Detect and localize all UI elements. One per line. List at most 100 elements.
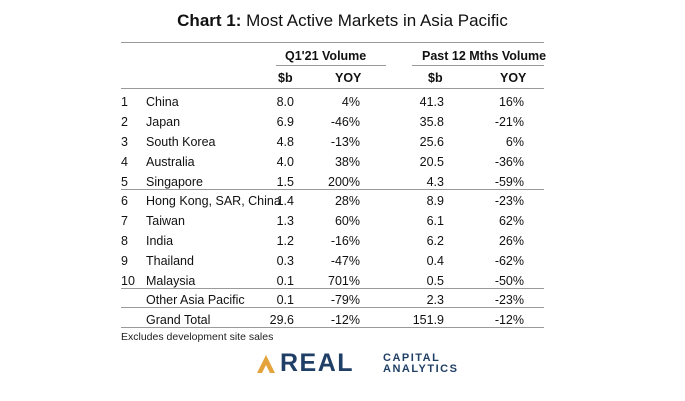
row-ttm-yoy: -50% (494, 274, 524, 288)
group-header-q1: Q1'21 Volume (285, 49, 367, 63)
table-row: 5 Singapore 1.5 200% 4.3 -59% (0, 172, 685, 192)
chart-title-text: Most Active Markets in Asia Pacific (246, 11, 508, 30)
footnote: Excludes development site sales (121, 331, 274, 343)
row-q1-billions: 4.0 (276, 155, 294, 169)
row-market: India (146, 234, 174, 248)
row-q1-billions: 8.0 (276, 95, 294, 109)
row-rank: 8 (121, 234, 128, 248)
bottom-rule (121, 327, 544, 328)
group-underline-q1 (276, 65, 386, 66)
row-rank: 10 (121, 274, 135, 288)
table-row: 9 Thailand 0.3 -47% 0.4 -62% (0, 251, 685, 271)
table-row: 10 Malaysia 0.1 701% 0.5 -50% (0, 271, 685, 291)
row-q1-yoy: -16% (330, 234, 360, 248)
group-header-past-12-months: Past 12 Mths Volume (422, 49, 547, 63)
row-ttm-yoy: -59% (494, 175, 524, 189)
table-row: 1 China 8.0 4% 41.3 16% (0, 92, 685, 112)
table-row-other: Other Asia Pacific 0.1 -79% 2.3 -23% (0, 290, 685, 310)
rca-logo-capital: CAPITAL (383, 352, 441, 364)
row-q1-yoy: -47% (330, 254, 360, 268)
rca-logo-analytics: ANALYTICS (383, 363, 459, 375)
top-rule (121, 42, 544, 43)
chart-title-prefix: Chart 1: (177, 11, 242, 30)
row-market: Malaysia (146, 274, 196, 288)
row-ttm-yoy: -23% (494, 293, 524, 307)
row-q1-yoy: 60% (334, 214, 360, 228)
rca-logo-word: REAL (280, 349, 355, 377)
row-q1-billions: 1.4 (276, 194, 294, 208)
row-divider (121, 288, 544, 289)
row-market: Grand Total (146, 313, 211, 327)
row-rank: 3 (121, 135, 128, 149)
table-row: 2 Japan 6.9 -46% 35.8 -21% (0, 112, 685, 132)
row-ttm-yoy: -62% (494, 254, 524, 268)
row-market: Thailand (146, 254, 194, 268)
rca-logo: REAL CAPITAL ANALYTICS (255, 349, 459, 380)
row-market: Japan (146, 115, 181, 129)
row-market: Hong Kong, SAR, China (146, 194, 281, 208)
table-row: 8 India 1.2 -16% 6.2 26% (0, 231, 685, 251)
row-q1-yoy: -46% (330, 115, 360, 129)
row-q1-yoy: 28% (334, 194, 360, 208)
row-q1-billions: 6.9 (276, 115, 294, 129)
row-q1-billions: 0.1 (276, 274, 294, 288)
row-rank: 4 (121, 155, 128, 169)
table-row: 3 South Korea 4.8 -13% 25.6 6% (0, 132, 685, 152)
row-rank: 9 (121, 254, 128, 268)
row-ttm-billions: 6.1 (426, 214, 444, 228)
row-ttm-billions: 0.5 (426, 274, 444, 288)
row-q1-billions: 0.3 (276, 254, 294, 268)
column-header-ttm-yoy: YOY (500, 71, 527, 85)
row-rank: 1 (121, 95, 128, 109)
chart-title: Chart 1: Most Active Markets in Asia Pac… (0, 11, 685, 31)
row-ttm-billions: 4.3 (426, 175, 444, 189)
row-ttm-billions: 20.5 (419, 155, 444, 169)
row-ttm-billions: 8.9 (426, 194, 444, 208)
row-q1-yoy: -12% (330, 313, 360, 327)
row-divider (121, 189, 544, 190)
row-q1-billions: 4.8 (276, 135, 294, 149)
row-rank: 5 (121, 175, 128, 189)
row-q1-yoy: 38% (334, 155, 360, 169)
row-ttm-billions: 151.9 (412, 313, 444, 327)
row-ttm-yoy: 62% (498, 214, 524, 228)
row-rank: 6 (121, 194, 128, 208)
rca-logo-mark-icon (257, 355, 275, 373)
row-q1-yoy: -79% (330, 293, 360, 307)
row-ttm-billions: 2.3 (426, 293, 444, 307)
table-row: 6 Hong Kong, SAR, China 1.4 28% 8.9 -23% (0, 191, 685, 211)
row-q1-billions: 1.3 (276, 214, 294, 228)
row-ttm-yoy: -36% (494, 155, 524, 169)
row-ttm-billions: 25.6 (419, 135, 444, 149)
row-q1-yoy: 200% (328, 175, 360, 189)
header-rule (121, 88, 544, 89)
row-q1-yoy: 4% (341, 95, 360, 109)
row-divider (121, 307, 544, 308)
row-ttm-yoy: -12% (494, 313, 524, 327)
row-ttm-billions: 6.2 (426, 234, 444, 248)
row-market: South Korea (146, 135, 216, 149)
row-ttm-billions: 41.3 (419, 95, 444, 109)
group-underline-past-12-months (412, 65, 544, 66)
row-ttm-billions: 35.8 (419, 115, 444, 129)
row-q1-billions: 1.5 (276, 175, 294, 189)
row-ttm-yoy: -21% (494, 115, 524, 129)
table-row-total: Grand Total 29.6 -12% 151.9 -12% (0, 310, 685, 330)
row-rank: 2 (121, 115, 128, 129)
row-market: China (146, 95, 179, 109)
row-q1-yoy: 701% (328, 274, 360, 288)
row-rank: 7 (121, 214, 128, 228)
row-ttm-billions: 0.4 (426, 254, 444, 268)
row-market: Singapore (146, 175, 203, 189)
column-header-q1-yoy: YOY (335, 71, 362, 85)
row-ttm-yoy: 16% (498, 95, 524, 109)
row-ttm-yoy: 6% (505, 135, 524, 149)
table-row: 4 Australia 4.0 38% 20.5 -36% (0, 152, 685, 172)
row-ttm-yoy: -23% (494, 194, 524, 208)
row-q1-billions: 1.2 (276, 234, 294, 248)
row-market: Taiwan (146, 214, 185, 228)
row-market: Other Asia Pacific (146, 293, 245, 307)
row-q1-yoy: -13% (330, 135, 360, 149)
column-header-q1-billions: $b (278, 71, 293, 85)
row-q1-billions: 29.6 (269, 313, 294, 327)
